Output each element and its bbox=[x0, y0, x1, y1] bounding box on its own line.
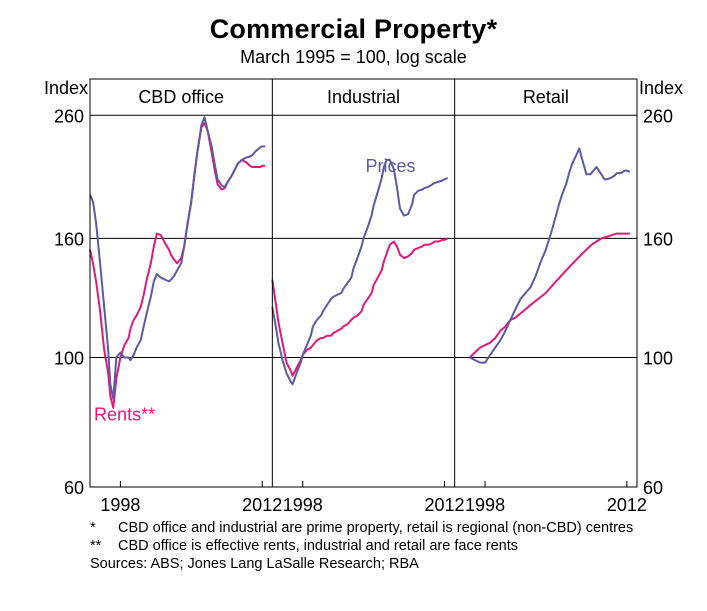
footnote-1-text: CBD office and industrial are prime prop… bbox=[118, 520, 634, 536]
series-line-industrial-prices bbox=[271, 158, 448, 386]
footnote-1-mark: * bbox=[90, 520, 96, 536]
chart-subtitle: March 1995 = 100, log scale bbox=[240, 47, 467, 67]
annotation-rents: Rents** bbox=[94, 404, 155, 424]
y-axis-label-right: Index bbox=[639, 78, 683, 98]
chart-canvas: 60 60 100 100 160 160 260 260 Index Index CBD offi… bbox=[44, 78, 683, 515]
sources: Sources: ABS; Jones Lang LaSalle Researc… bbox=[90, 556, 419, 572]
x-tick-label-2-2012: 2012 bbox=[607, 495, 647, 515]
y-tick-left-260: 260 bbox=[54, 106, 84, 126]
footnote-2-mark: ** bbox=[90, 538, 102, 554]
y-tick-left-100: 100 bbox=[54, 349, 84, 369]
x-tick-label-0-1998: 1998 bbox=[100, 495, 140, 515]
panel-label-cbd-office: CBD office bbox=[138, 87, 224, 107]
series-line-retail-rents bbox=[469, 232, 630, 359]
plot-frame bbox=[89, 78, 638, 488]
y-tick-left-160: 160 bbox=[54, 229, 84, 249]
y-axis-label-left: Index bbox=[44, 78, 88, 98]
panel-label-retail: Retail bbox=[523, 87, 569, 107]
chart-title: Commercial Property* bbox=[209, 14, 498, 44]
annotation-prices: Prices bbox=[366, 156, 416, 176]
y-tick-right-100: 100 bbox=[643, 349, 673, 369]
x-tick-label-2-1998: 1998 bbox=[465, 495, 505, 515]
footnotes: * CBD office and industrial are prime pr… bbox=[90, 519, 700, 573]
y-tick-right-260: 260 bbox=[643, 106, 673, 126]
x-tick-label-0-2012: 2012 bbox=[242, 495, 282, 515]
panel-label-industrial: Industrial bbox=[327, 87, 400, 107]
series-line-cbd-office-prices bbox=[89, 116, 266, 400]
y-tick-right-160: 160 bbox=[643, 229, 673, 249]
x-tick-label-1-2012: 2012 bbox=[425, 495, 465, 515]
y-tick-right-60: 60 bbox=[643, 478, 663, 498]
footnote-2: ** CBD office is effective rents, indust… bbox=[90, 537, 700, 555]
y-tick-left-60: 60 bbox=[64, 478, 84, 498]
series-line-industrial-rents bbox=[271, 237, 449, 377]
footnote-1: * CBD office and industrial are prime pr… bbox=[90, 519, 700, 537]
series-line-retail-prices bbox=[469, 147, 631, 364]
footnote-2-text: CBD office is effective rents, industria… bbox=[118, 538, 519, 554]
x-tick-label-1-1998: 1998 bbox=[283, 495, 323, 515]
